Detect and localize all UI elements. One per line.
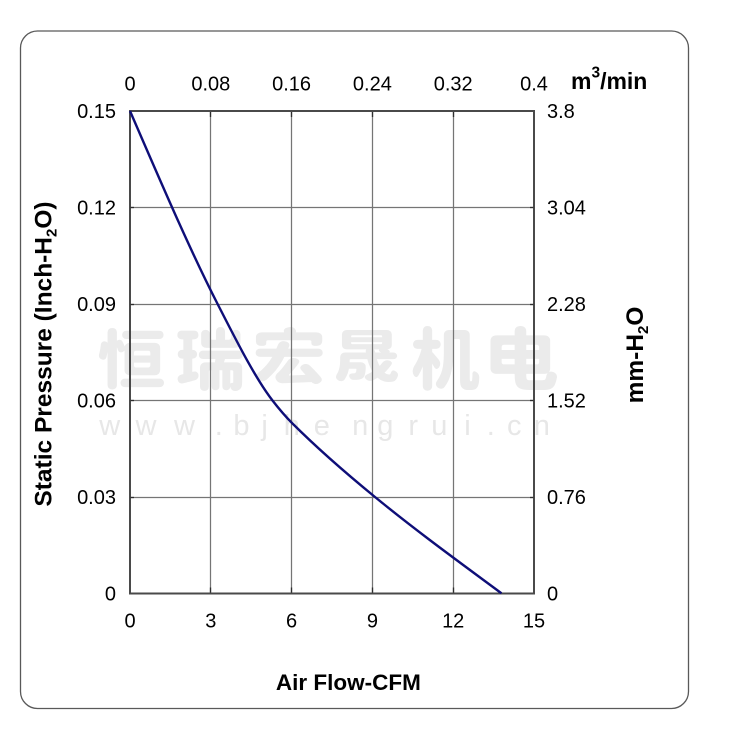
svg-text:w: w — [173, 410, 196, 442]
svg-text:0.32: 0.32 — [434, 74, 473, 96]
svg-text:n: n — [352, 410, 368, 442]
svg-text:i: i — [464, 410, 470, 442]
svg-text:u: u — [431, 410, 447, 442]
svg-text:9: 9 — [367, 611, 378, 633]
svg-text:n: n — [534, 410, 550, 442]
svg-text:j: j — [260, 410, 267, 442]
svg-text:0.12: 0.12 — [77, 198, 116, 220]
svg-text:g: g — [377, 410, 393, 442]
svg-text:0: 0 — [124, 74, 135, 96]
svg-text:0.24: 0.24 — [353, 74, 392, 96]
svg-text:0.09: 0.09 — [77, 294, 116, 316]
svg-text:w: w — [135, 410, 158, 442]
svg-text:0.08: 0.08 — [191, 74, 230, 96]
svg-text:.: . — [215, 410, 223, 442]
svg-text:0.15: 0.15 — [77, 101, 116, 123]
svg-text:b: b — [233, 410, 249, 442]
svg-text:w: w — [98, 410, 121, 442]
svg-text:Air Flow-CFM: Air Flow-CFM — [276, 670, 421, 695]
svg-text:3.04: 3.04 — [547, 198, 586, 220]
svg-text:0: 0 — [124, 611, 135, 633]
svg-text:12: 12 — [442, 611, 464, 633]
svg-text:3: 3 — [205, 611, 216, 633]
svg-text:.: . — [487, 410, 495, 442]
svg-text:1.52: 1.52 — [547, 391, 586, 413]
svg-text:15: 15 — [523, 611, 545, 633]
svg-text:6: 6 — [286, 611, 297, 633]
svg-text:0.76: 0.76 — [547, 487, 586, 509]
svg-text:0.03: 0.03 — [77, 487, 116, 509]
svg-text:mm-H2O: mm-H2O — [622, 307, 652, 404]
svg-text:0: 0 — [547, 584, 558, 606]
svg-text:e: e — [314, 410, 330, 442]
svg-text:Static Pressure (Inch-H2O): Static Pressure (Inch-H2O) — [31, 201, 61, 506]
svg-text:2.28: 2.28 — [547, 294, 586, 316]
svg-text:m3/min: m3/min — [571, 65, 647, 95]
svg-text:3.8: 3.8 — [547, 101, 575, 123]
svg-text:0.16: 0.16 — [272, 74, 311, 96]
svg-text:0.06: 0.06 — [77, 391, 116, 413]
svg-text:c: c — [507, 410, 522, 442]
svg-text:r: r — [408, 410, 418, 442]
svg-text:0.4: 0.4 — [520, 74, 548, 96]
svg-text:0: 0 — [105, 584, 116, 606]
